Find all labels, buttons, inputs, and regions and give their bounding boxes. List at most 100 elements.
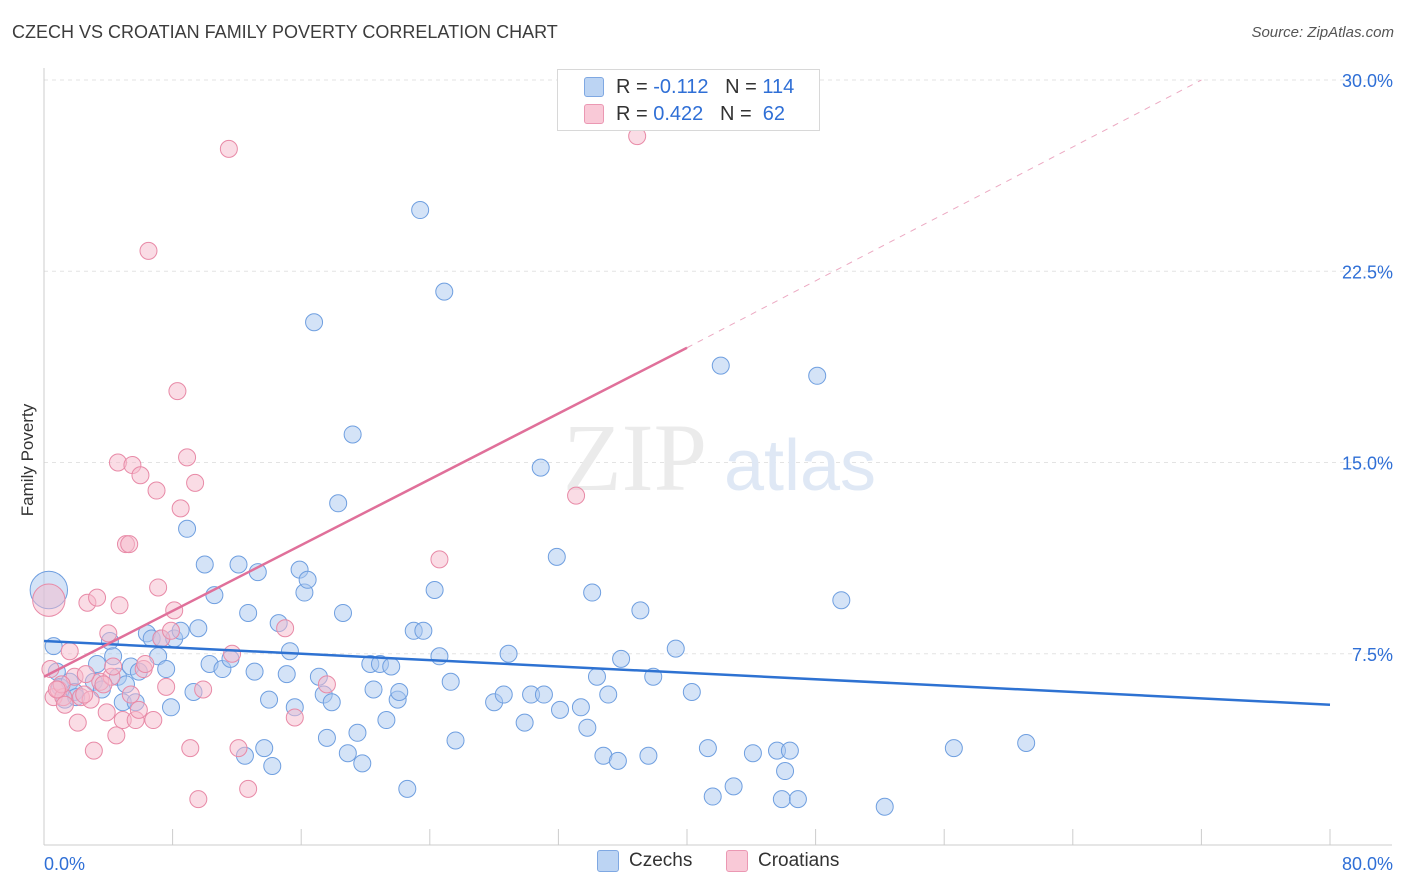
czech-point <box>260 690 279 709</box>
czech-point <box>639 746 658 765</box>
croatian-point <box>76 665 95 684</box>
czech-swatch <box>584 77 604 97</box>
legend-n-value: 62 <box>762 102 786 125</box>
czech-point <box>666 639 685 658</box>
croatian-trend-extension <box>686 79 1202 349</box>
czech-legend-swatch <box>597 850 619 872</box>
croatian-point <box>107 726 126 745</box>
czech-point <box>239 603 258 622</box>
croatian-point <box>84 741 103 760</box>
czech-point <box>446 731 465 750</box>
croatian-point <box>88 588 107 607</box>
czech-point <box>776 762 795 781</box>
croatian-point <box>189 790 208 809</box>
czech-point <box>944 739 963 758</box>
croatian-point <box>276 619 295 638</box>
croatian-point <box>161 621 180 640</box>
croatian-point <box>68 713 87 732</box>
croatian-point <box>144 711 163 730</box>
czech-point <box>157 660 176 679</box>
czech-point <box>377 711 396 730</box>
croatian-trend-line <box>43 346 688 678</box>
croatian-swatch <box>584 104 604 124</box>
czech-legend-label: Czechs <box>629 850 693 871</box>
czech-point <box>411 201 430 220</box>
czech-point <box>1017 734 1036 752</box>
czech-point <box>531 458 550 477</box>
czech-point <box>161 698 180 717</box>
czech-point <box>280 642 299 661</box>
croatian-point <box>157 677 176 696</box>
y-tick-label: 15.0% <box>1342 454 1393 474</box>
tick-labels: 7.5% 15.0% 22.5% 30.0% 0.0% 80.0% <box>44 71 1393 874</box>
czech-point <box>571 698 590 717</box>
czech-point <box>414 621 433 640</box>
czech-point <box>338 744 357 763</box>
croatian-legend-swatch <box>726 850 748 872</box>
croatian-point <box>194 680 213 699</box>
czech-point <box>329 494 348 513</box>
croatian-point <box>219 139 238 158</box>
croatian-point <box>171 499 190 518</box>
czech-point <box>494 685 513 704</box>
croatian-point <box>136 654 155 673</box>
legend-row-croatians: R = 0.422 N = 62 <box>584 101 785 127</box>
croatian-point <box>104 657 123 676</box>
croatian-point <box>131 466 150 485</box>
czech-point <box>587 667 606 686</box>
croatian-point <box>55 695 74 714</box>
czech-point <box>189 619 208 638</box>
croatian-points <box>32 127 647 809</box>
croatian-point <box>149 578 168 597</box>
czech-point <box>398 779 417 798</box>
croatian-point <box>97 703 116 722</box>
czech-point <box>780 741 799 760</box>
czech-point <box>551 700 570 719</box>
czech-point <box>195 555 214 574</box>
czech-point <box>425 581 444 599</box>
legend-row-czechs: R = -0.112 N = 114 <box>584 74 794 100</box>
czech-point <box>711 356 730 375</box>
y-tick-label: 22.5% <box>1342 262 1393 282</box>
croatian-point <box>129 700 148 719</box>
watermark-atlas: atlas <box>724 426 876 506</box>
czech-point <box>583 583 602 602</box>
legend-r-label: R = <box>616 102 648 125</box>
czech-point <box>322 693 341 712</box>
czech-point <box>608 751 627 770</box>
croatian-point <box>147 481 166 500</box>
croatian-point <box>99 624 118 643</box>
czech-point <box>875 797 894 816</box>
axes <box>43 68 1392 846</box>
czech-point <box>682 683 701 701</box>
czech-point <box>435 282 454 301</box>
watermark: ZIP atlas <box>563 404 876 511</box>
y-tick-label: 30.0% <box>1342 71 1393 91</box>
legend-n-label: N = <box>719 102 752 125</box>
czech-point <box>724 777 743 796</box>
czech-point <box>255 739 274 758</box>
czech-point <box>832 591 851 610</box>
czech-point <box>441 672 460 691</box>
croatian-point <box>223 644 242 663</box>
czech-point <box>333 603 352 622</box>
czech-point <box>808 366 827 385</box>
croatian-point <box>186 473 205 492</box>
bottom-legend-croatians: Croatians <box>726 850 839 872</box>
czech-point <box>631 601 650 620</box>
czech-point <box>515 713 534 732</box>
croatian-point <box>120 535 139 554</box>
x-tick-label: 80.0% <box>1342 854 1393 874</box>
czech-trend-line <box>43 639 1331 706</box>
legend-n-value: 114 <box>762 75 795 98</box>
bottom-legend-czechs: Czechs <box>597 850 692 872</box>
czech-point <box>612 649 631 668</box>
czech-point <box>364 680 383 699</box>
croatian-point <box>110 596 129 615</box>
croatian-point <box>75 685 94 704</box>
czech-point <box>547 547 566 566</box>
croatian-point <box>94 675 113 694</box>
croatian-point <box>285 708 304 727</box>
czech-point <box>430 647 449 666</box>
